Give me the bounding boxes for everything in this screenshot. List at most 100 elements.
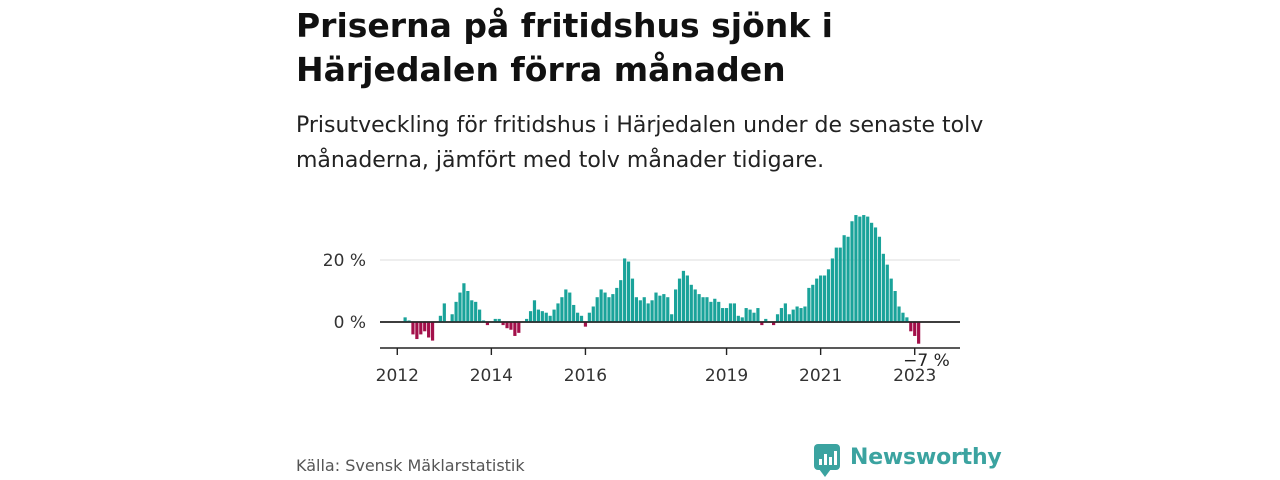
bar — [744, 308, 748, 322]
bar — [803, 306, 807, 322]
bar — [485, 322, 490, 326]
bar — [419, 322, 423, 335]
bar — [909, 322, 913, 332]
bar — [525, 318, 529, 322]
source-text: Källa: Svensk Mäklarstatistik — [296, 456, 525, 475]
bar — [689, 284, 693, 322]
bar — [595, 297, 599, 322]
bar — [873, 227, 878, 322]
bar — [646, 303, 650, 322]
bar — [630, 278, 635, 322]
bar — [826, 269, 831, 322]
bar — [583, 322, 588, 327]
bar — [756, 308, 760, 322]
bar — [838, 247, 842, 322]
bar — [685, 275, 689, 322]
bar — [517, 322, 521, 333]
bar — [748, 309, 752, 322]
bar — [901, 312, 905, 322]
bar — [674, 289, 678, 322]
bar — [552, 309, 556, 322]
bar — [807, 287, 811, 322]
bar — [423, 322, 427, 332]
bar — [917, 322, 921, 344]
bar — [544, 312, 548, 322]
last-value-label: −7 % — [903, 351, 950, 371]
bar — [724, 308, 729, 322]
bar — [450, 314, 454, 322]
bar — [772, 322, 776, 326]
bar — [403, 317, 407, 322]
bar — [548, 315, 552, 322]
bar — [885, 264, 889, 322]
bar — [509, 322, 513, 330]
bar — [897, 306, 901, 322]
bar — [913, 322, 917, 336]
x-tick-label: 2021 — [799, 366, 842, 386]
y-tick-label: 0 % — [334, 313, 366, 333]
bar — [811, 284, 815, 322]
bar — [846, 236, 850, 322]
bar — [638, 300, 642, 322]
bar — [779, 308, 784, 322]
bar — [540, 311, 544, 322]
logo-text: Newsworthy — [850, 444, 1002, 470]
bar — [611, 294, 615, 322]
bar — [822, 275, 827, 322]
bar — [556, 303, 560, 322]
bar — [795, 306, 799, 322]
bar — [881, 253, 885, 322]
bar — [905, 317, 909, 322]
bar — [442, 303, 446, 322]
bar — [775, 314, 780, 322]
bar — [438, 315, 442, 322]
chart-area: 0 % 20 % 2012 2014 2016 2019 2021 2023−7 % — [323, 215, 960, 386]
bar — [662, 294, 666, 322]
bar — [760, 322, 764, 326]
bar — [497, 318, 501, 322]
bar — [717, 301, 721, 322]
bar — [783, 303, 787, 322]
bar — [411, 322, 415, 335]
bar — [815, 278, 819, 322]
bar — [572, 304, 576, 322]
x-tick-label: 2014 — [470, 366, 513, 386]
bar — [607, 297, 611, 322]
bar — [478, 309, 482, 322]
bar — [666, 297, 670, 322]
bar — [877, 236, 882, 322]
bar — [866, 216, 870, 322]
bar — [842, 235, 846, 322]
bar — [670, 314, 674, 322]
bar — [693, 289, 697, 322]
bar — [791, 309, 795, 322]
bar — [677, 278, 682, 322]
bar — [427, 322, 431, 338]
bar — [799, 308, 803, 322]
bar — [834, 247, 838, 322]
bar — [623, 258, 627, 322]
x-tick-label: 2016 — [564, 366, 607, 386]
bar — [568, 292, 572, 322]
bar — [532, 300, 537, 322]
bar — [854, 215, 858, 322]
bar — [430, 322, 435, 341]
bar — [709, 301, 713, 322]
x-tick-label: 2023 — [893, 366, 936, 386]
bar — [736, 315, 740, 322]
bar — [603, 292, 607, 322]
bar — [415, 322, 419, 340]
bar — [721, 308, 725, 322]
chart-title: Priserna på fritidshus sjönk i Härjedale… — [296, 6, 833, 89]
bar — [728, 303, 733, 322]
bar — [560, 297, 564, 322]
bar — [654, 292, 658, 322]
bar — [513, 322, 517, 336]
bar — [764, 318, 768, 322]
bar — [830, 258, 834, 322]
bar — [862, 215, 866, 322]
bar — [591, 306, 595, 322]
bar — [787, 314, 791, 322]
bar — [858, 216, 862, 322]
newsworthy-logo: Newsworthy — [814, 444, 1002, 477]
